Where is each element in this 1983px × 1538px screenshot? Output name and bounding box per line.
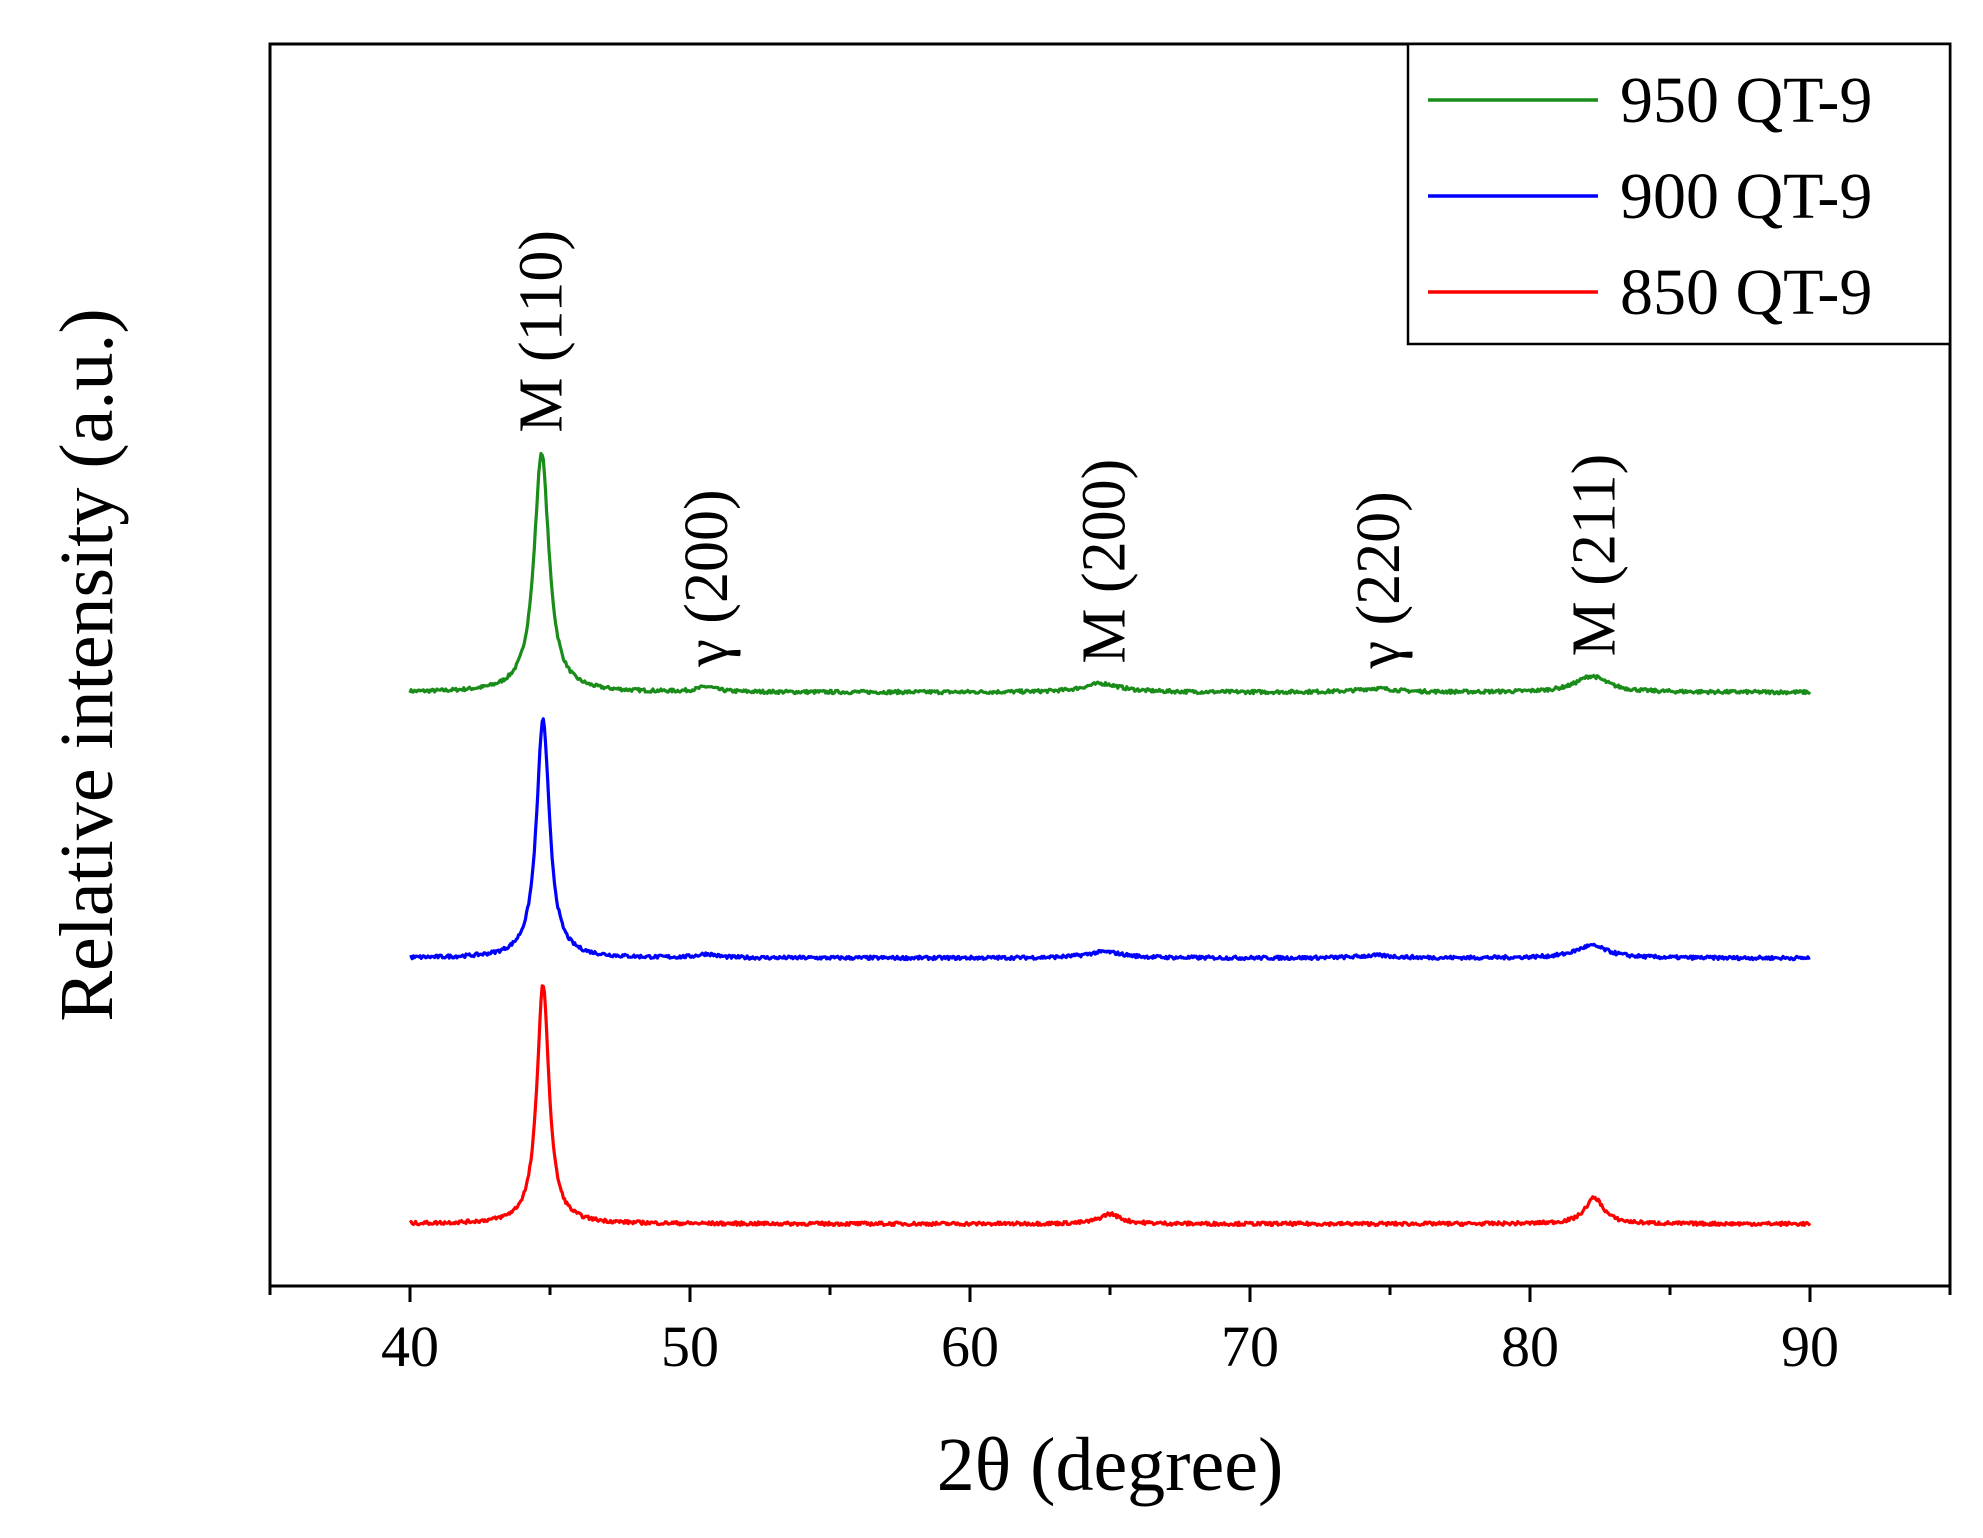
legend-box — [1406, 42, 1952, 346]
series-line — [409, 717, 1811, 962]
x-tick-label: 70 — [1221, 1314, 1279, 1379]
series-line — [408, 984, 1812, 1228]
x-tick-label: 40 — [381, 1314, 439, 1379]
y-axis-title: Relative intensity (a.u.) — [45, 308, 129, 1021]
peak-annotations: M (110) γ (200) M (200) γ (220) M (211) — [508, 230, 1629, 669]
peak-label: γ (200) — [673, 489, 741, 667]
x-tick-label: 80 — [1501, 1314, 1559, 1379]
x-axis-ticks — [268, 1286, 1952, 1302]
legend: 950 QT-9 900 QT-9 850 QT-9 — [1406, 42, 1952, 346]
legend-label: 950 QT-9 — [1620, 64, 1872, 137]
legend-label: 850 QT-9 — [1620, 256, 1872, 329]
x-tick-label: 50 — [661, 1314, 719, 1379]
peak-label: M (200) — [1070, 459, 1138, 664]
series-lines — [408, 451, 1812, 1228]
x-tick-label: 60 — [941, 1314, 999, 1379]
x-axis-tick-labels: 40 50 60 70 80 90 — [381, 1314, 1839, 1379]
peak-label: γ (220) — [1345, 491, 1413, 669]
legend-label: 900 QT-9 — [1620, 160, 1872, 233]
peak-label: M (110) — [508, 230, 576, 433]
x-axis-title: 2θ (degree) — [937, 1423, 1284, 1507]
x-tick-label: 90 — [1781, 1314, 1839, 1379]
peak-label: M (211) — [1560, 454, 1628, 657]
series-line — [408, 451, 1812, 696]
